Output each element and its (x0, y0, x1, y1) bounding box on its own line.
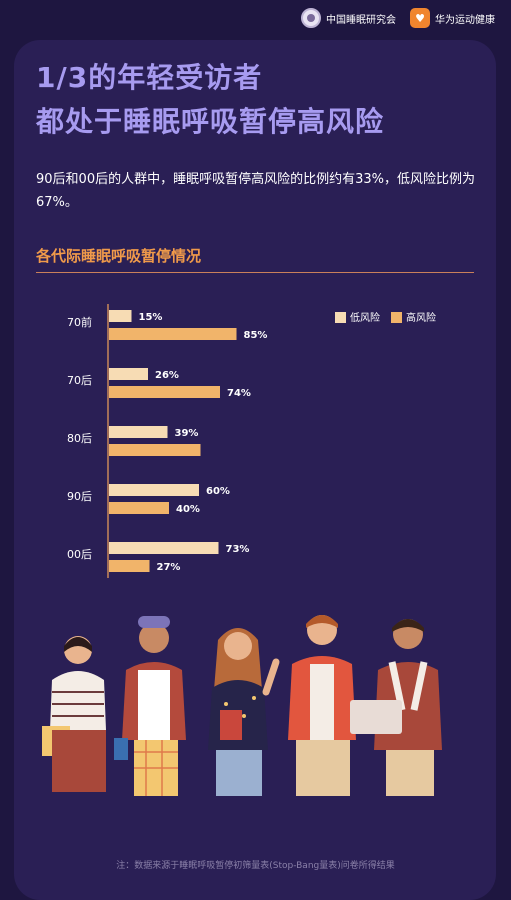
value-label-high-3: 40% (176, 504, 200, 515)
bar-high-3 (109, 502, 169, 514)
chart-section-title: 各代际睡眠呼吸暂停情况 (36, 247, 202, 265)
person-5-figure (350, 619, 442, 796)
brand-sleep-society-label: 中国睡眠研究会 (326, 14, 396, 26)
legend-label-0: 低风险 (350, 311, 380, 324)
category-label-1: 70后 (67, 374, 92, 387)
generation-risk-bar-chart: 70前 15% 85% 70后 26% 74% 80后 39% 90后 60% 40% 00后 73% 2… (67, 304, 436, 578)
description-text: 90后和00后的人群中，睡眠呼吸暂停高风险的比例约有33%，低风险比例为67%。 (36, 172, 475, 210)
bar-high-0 (109, 328, 237, 340)
value-label-low-3: 60% (206, 486, 230, 497)
footnote-text: 注：数据来源于睡眠呼吸暂停初筛量表(Stop-Bang量表)问卷所得结果 (116, 861, 395, 871)
bar-high-2 (109, 444, 201, 456)
category-label-2: 80后 (67, 432, 92, 445)
brand-sleep-society: 中国睡眠研究会 (301, 8, 396, 28)
legend-swatch-0 (335, 312, 346, 323)
page-title-line-1: 1/3的年轻受访者 (36, 61, 263, 94)
legend-label-1: 高风险 (406, 311, 436, 324)
category-label-4: 00后 (67, 548, 92, 561)
huawei-health-logo-icon: ♥ (410, 8, 430, 28)
section-divider (36, 272, 474, 273)
person-1-figure (42, 636, 106, 792)
brand-huawei-health-label: 华为运动健康 (435, 14, 495, 26)
category-label-3: 90后 (67, 490, 92, 503)
brand-huawei-health: ♥ 华为运动健康 (410, 8, 495, 28)
value-label-low-1: 26% (155, 370, 179, 381)
bar-low-1 (109, 368, 148, 380)
value-label-high-4: 27% (157, 562, 181, 573)
bar-low-4 (109, 542, 219, 554)
value-label-high-0: 85% (244, 330, 268, 341)
sleep-society-logo-icon (301, 8, 321, 28)
bar-low-2 (109, 426, 168, 438)
bar-low-3 (109, 484, 199, 496)
person-2-figure (114, 616, 186, 796)
value-label-low-0: 15% (139, 312, 163, 323)
young-people-illustration (42, 615, 442, 796)
value-label-low-4: 73% (226, 544, 250, 555)
bar-high-4 (109, 560, 150, 572)
bar-high-1 (109, 386, 220, 398)
legend-swatch-1 (391, 312, 402, 323)
page-title: 1/3的年轻受访者 都处于睡眠呼吸暂停高风险 (36, 56, 476, 144)
value-label-low-2: 39% (175, 428, 199, 439)
category-label-0: 70前 (67, 315, 92, 329)
value-label-high-1: 74% (227, 388, 251, 399)
person-4-figure (288, 615, 356, 796)
person-3-figure (208, 628, 280, 796)
top-bar: 中国睡眠研究会 ♥ 华为运动健康 (0, 0, 511, 36)
bar-low-0 (109, 310, 132, 322)
page-title-line-2: 都处于睡眠呼吸暂停高风险 (36, 105, 385, 138)
